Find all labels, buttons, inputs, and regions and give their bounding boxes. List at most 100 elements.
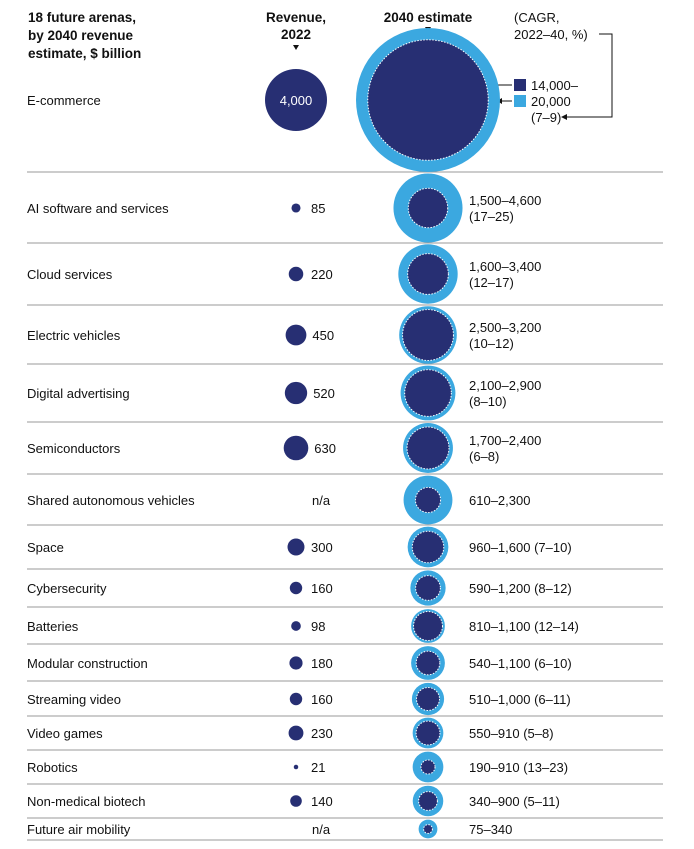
estimate-range: 960–1,600 (7–10) xyxy=(469,540,572,555)
row-label: Non-medical biotech xyxy=(27,794,146,809)
estimate-low-bubble xyxy=(423,824,433,834)
row-label: Robotics xyxy=(27,760,78,775)
estimate-low-bubble xyxy=(407,187,449,229)
legend-cagr-label: (7–9) xyxy=(531,110,561,125)
row-label: Electric vehicles xyxy=(27,328,121,343)
estimate-low-bubble xyxy=(404,369,452,417)
chart-title-line-2: by 2040 revenue xyxy=(28,28,134,43)
row-label: Video games xyxy=(27,726,103,741)
estimate-range: 550–910 (5–8) xyxy=(469,726,554,741)
row-label: Future air mobility xyxy=(27,822,131,837)
revenue-bubble xyxy=(289,692,303,706)
estimate-low-bubble xyxy=(416,687,440,711)
estimate-cagr: (10–12) xyxy=(469,336,514,351)
row-label: Digital advertising xyxy=(27,386,130,401)
estimate-range: 590–1,200 (8–12) xyxy=(469,581,572,596)
revenue-bubble xyxy=(288,725,304,741)
revenue-header-arrow-icon xyxy=(293,45,299,50)
revenue-bubble xyxy=(285,324,307,346)
estimate-range: 2,500–3,200 xyxy=(469,320,541,335)
estimate-range: 1,700–2,400 xyxy=(469,433,541,448)
revenue-value: 160 xyxy=(311,692,333,707)
revenue-bubble xyxy=(287,538,305,556)
revenue-bubble xyxy=(293,764,299,770)
estimate-low-bubble xyxy=(418,791,438,811)
revenue-value: 230 xyxy=(311,726,333,741)
row-label: Batteries xyxy=(27,619,79,634)
revenue-bubble xyxy=(290,795,302,807)
estimate-low-bubble xyxy=(411,530,445,564)
revenue-value: 85 xyxy=(311,201,325,216)
estimate-range: 75–340 xyxy=(469,822,512,837)
estimate-cagr: (8–10) xyxy=(469,394,507,409)
revenue-value: 140 xyxy=(311,794,333,809)
revenue-value: 98 xyxy=(311,619,325,634)
estimate-low-bubble xyxy=(414,486,442,514)
legend-high-label: 20,000 xyxy=(531,94,571,109)
estimate-cagr: (6–8) xyxy=(469,449,499,464)
estimate-range: 190–910 (13–23) xyxy=(469,760,568,775)
cagr-note-line-1: (CAGR, xyxy=(514,10,560,25)
estimate-cagr: (17–25) xyxy=(469,209,514,224)
row-label: Modular construction xyxy=(27,656,148,671)
revenue-bubble xyxy=(289,581,303,595)
revenue-value: 21 xyxy=(311,760,325,775)
estimate-low-bubble xyxy=(407,253,449,295)
revenue-bubble xyxy=(288,266,304,282)
estimate-low-bubble xyxy=(420,759,436,775)
revenue-bubble xyxy=(291,203,301,213)
estimate-range: 610–2,300 xyxy=(469,493,530,508)
revenue-bubble xyxy=(283,435,309,461)
revenue-value: 220 xyxy=(311,267,333,282)
legend-low-swatch xyxy=(514,79,526,91)
cagr-leader-arrow-icon xyxy=(561,114,567,120)
chart-title-line-1: 18 future arenas, xyxy=(28,10,136,25)
revenue-value: 630 xyxy=(314,441,336,456)
row-label: Shared autonomous vehicles xyxy=(27,493,195,508)
estimate-low-bubble xyxy=(406,426,450,470)
estimate-range: 340–900 (5–11) xyxy=(469,794,560,809)
row-label: Streaming video xyxy=(27,692,121,707)
estimate-low-bubble xyxy=(415,575,441,601)
cagr-leader-line xyxy=(567,33,613,118)
estimate-range: 1,600–3,400 xyxy=(469,259,541,274)
revenue-value: 300 xyxy=(311,540,333,555)
estimate-range: 810–1,100 (12–14) xyxy=(469,619,579,634)
revenue-value: 520 xyxy=(313,386,335,401)
revenue-bubble xyxy=(289,656,303,670)
row-label: E-commerce xyxy=(27,93,101,108)
estimate-low-bubble xyxy=(413,611,443,641)
row-label: Cybersecurity xyxy=(27,581,107,596)
revenue-value: 450 xyxy=(312,328,334,343)
row-label: Cloud services xyxy=(27,267,113,282)
legend-low-label: 14,000– xyxy=(531,78,579,93)
revenue-value: 160 xyxy=(311,581,333,596)
legend-high-swatch xyxy=(514,95,526,107)
revenue-bubble xyxy=(284,381,308,405)
revenue-bubble xyxy=(291,621,301,631)
estimate-low-bubble xyxy=(367,39,489,161)
cagr-note-line-2: 2022–40, %) xyxy=(514,27,588,42)
revenue-value: 180 xyxy=(311,656,333,671)
row-label: Semiconductors xyxy=(27,441,121,456)
revenue-col-header-2: 2022 xyxy=(281,27,311,42)
estimate-range: 540–1,100 (6–10) xyxy=(469,656,572,671)
estimate-col-header: 2040 estimate xyxy=(384,10,473,25)
estimate-range: 2,100–2,900 xyxy=(469,378,541,393)
revenue-value: n/a xyxy=(312,493,331,508)
estimate-low-bubble xyxy=(415,650,441,676)
revenue-value: n/a xyxy=(312,822,331,837)
estimate-range: 1,500–4,600 xyxy=(469,193,541,208)
estimate-range: 510–1,000 (6–11) xyxy=(469,692,571,707)
estimate-cagr: (12–17) xyxy=(469,275,514,290)
revenue-col-header-1: Revenue, xyxy=(266,10,326,25)
row-label: AI software and services xyxy=(27,201,169,216)
revenue-bubble xyxy=(265,69,327,131)
estimate-low-bubble xyxy=(415,720,441,746)
chart-rows: E-commerce 4,000 AI software and services 8… xyxy=(27,28,663,841)
revenue-value: 4,000 xyxy=(280,93,313,108)
estimate-low-bubble xyxy=(402,309,454,361)
chart-title-line-3: estimate, $ billion xyxy=(28,46,141,61)
row-label: Space xyxy=(27,540,64,555)
